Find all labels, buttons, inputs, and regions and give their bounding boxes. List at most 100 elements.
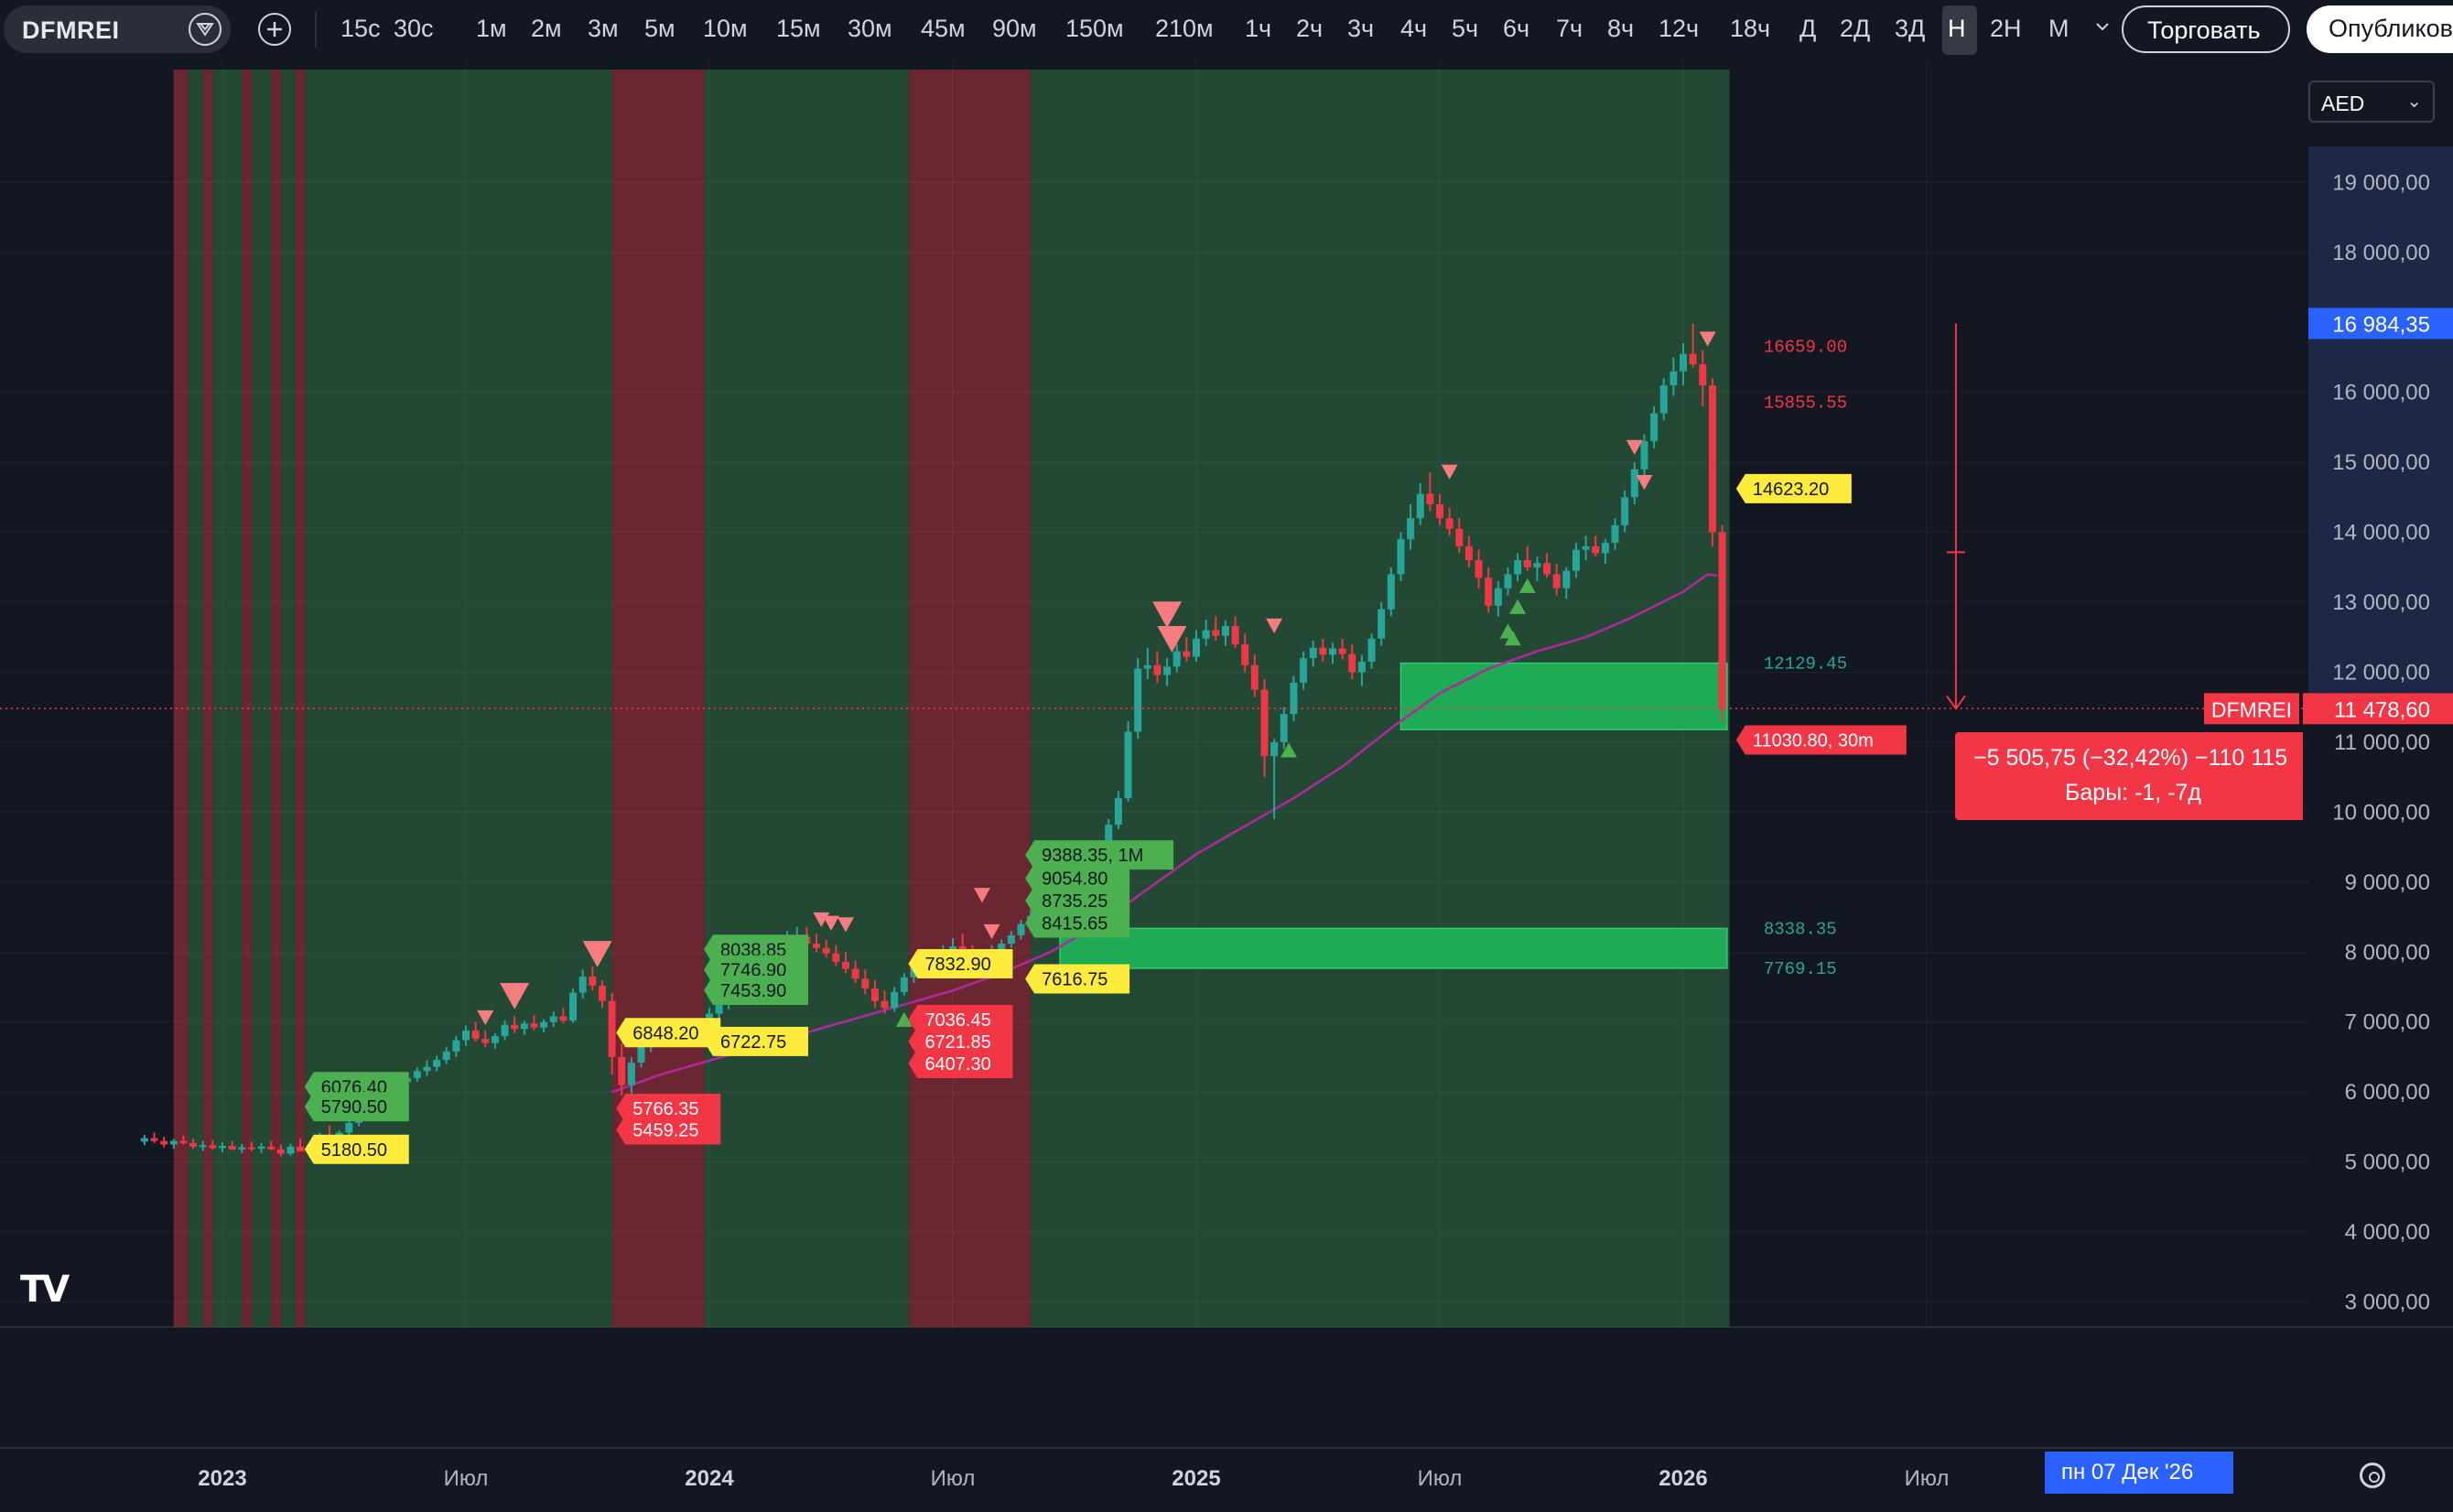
- candle-33: [452, 1035, 460, 1057]
- timeframe-18[interactable]: 5ч: [1452, 15, 1479, 42]
- candle-119: [1290, 675, 1298, 721]
- price-tag-label: 5790.50: [321, 1097, 387, 1118]
- timeframe-8[interactable]: 15м: [776, 15, 821, 42]
- session-band-6: [251, 70, 272, 1327]
- crosshair-date-tag: пн 07 Дек '26: [2045, 1452, 2233, 1494]
- candle-35: [471, 1021, 480, 1042]
- candle-body: [1212, 630, 1220, 636]
- timeframe-17[interactable]: 4ч: [1400, 15, 1428, 42]
- candle-body: [1572, 549, 1580, 571]
- publish-button[interactable]: Опубликовать: [2307, 5, 2453, 53]
- candle-body: [1250, 664, 1259, 690]
- candle-103: [1134, 658, 1142, 740]
- settings-gear-icon[interactable]: [2360, 1463, 2385, 1488]
- timeframe-12[interactable]: 150м: [1065, 15, 1124, 42]
- timeframe-14[interactable]: 1ч: [1245, 15, 1272, 42]
- timeframe-28[interactable]: 2Н: [1990, 15, 2022, 42]
- candle-body: [891, 991, 899, 1009]
- price-tag-shape: [304, 1134, 409, 1164]
- timeframe-9[interactable]: 30м: [848, 15, 892, 42]
- timeframe-29[interactable]: М: [2048, 15, 2069, 42]
- timeframe-3[interactable]: 1м: [476, 15, 507, 42]
- price-tag-shape: [304, 1092, 409, 1122]
- price-tick-9: 10 000,00: [2332, 800, 2430, 825]
- candle-106: [1163, 658, 1172, 686]
- timeframe-6[interactable]: 5м: [644, 15, 675, 42]
- timeframe-10[interactable]: 45м: [921, 15, 966, 42]
- timeframe-20[interactable]: 7ч: [1556, 15, 1583, 42]
- price-tag-12: 7453.90: [704, 975, 808, 1005]
- candle-49: [608, 992, 616, 1075]
- candle-body: [1153, 664, 1162, 675]
- timeframe-11[interactable]: 90м: [992, 15, 1037, 42]
- chevron-down-icon[interactable]: [2092, 16, 2113, 41]
- candle-body: [1543, 563, 1551, 575]
- timeframe-7[interactable]: 10м: [703, 15, 748, 42]
- timeframe-19[interactable]: 6ч: [1503, 15, 1530, 42]
- high-price-badge: [2308, 308, 2453, 340]
- trade-button[interactable]: Торговать: [2122, 5, 2290, 53]
- session-band-8: [280, 70, 296, 1327]
- candle-115: [1250, 654, 1259, 697]
- price-axis-highlight: [2308, 146, 2453, 705]
- timeframe-16[interactable]: 3ч: [1347, 15, 1375, 42]
- candle-114: [1241, 633, 1249, 673]
- candle-body: [578, 977, 587, 993]
- candle-111: [1212, 616, 1220, 642]
- price-tag-label: 7453.90: [720, 981, 786, 1001]
- candle-41: [530, 1015, 538, 1031]
- sell-signal-marker-9: [1152, 601, 1183, 629]
- timeframe-1[interactable]: 15с: [340, 15, 381, 42]
- candle-body: [1659, 385, 1668, 414]
- timeframe-2[interactable]: 30с: [394, 15, 434, 42]
- timeframe-5[interactable]: 3м: [588, 15, 619, 42]
- timeframe-15[interactable]: 2ч: [1296, 15, 1324, 42]
- candle-body: [530, 1023, 538, 1028]
- timeframe-26[interactable]: 3Д: [1895, 15, 1926, 42]
- candle-15: [276, 1144, 285, 1157]
- candle-76: [870, 979, 879, 1009]
- candle-body: [1680, 353, 1687, 372]
- candle-154: [1630, 462, 1638, 504]
- price-tag-label: 5180.50: [321, 1140, 387, 1161]
- buy-signal-marker-20: [895, 1011, 913, 1027]
- lower-pane: [0, 1329, 2453, 1448]
- candle-34: [462, 1025, 470, 1046]
- timeframe-27[interactable]: Н: [1948, 15, 1966, 42]
- currency-select[interactable]: AED ⌄: [2308, 81, 2435, 123]
- compare-add-symbol-icon[interactable]: [258, 13, 291, 46]
- candle-128: [1378, 602, 1386, 646]
- timeframe-22[interactable]: 12ч: [1659, 15, 1700, 42]
- candle-body: [413, 1071, 421, 1078]
- candle-160: [1689, 323, 1697, 368]
- candle-body: [1309, 647, 1317, 659]
- timeframe-4[interactable]: 2м: [531, 15, 562, 42]
- exchange-badge-icon[interactable]: [189, 13, 222, 46]
- candle-body: [1348, 653, 1356, 673]
- candle-body: [1397, 539, 1405, 575]
- candle-body: [1485, 578, 1493, 606]
- candle-152: [1611, 518, 1619, 550]
- candle-125: [1348, 643, 1356, 680]
- candle-143: [1523, 545, 1531, 571]
- timeframe-25[interactable]: 2Д: [1840, 15, 1871, 42]
- candle-44: [559, 1008, 567, 1024]
- price-tick-15: 4 000,00: [2345, 1220, 2430, 1245]
- timeframe-24[interactable]: Д: [1799, 15, 1817, 42]
- timeframe-13[interactable]: 210м: [1155, 15, 1214, 42]
- time-tick-1: 2023: [198, 1466, 246, 1491]
- timeframe-23[interactable]: 18ч: [1730, 15, 1771, 42]
- candle-body: [608, 1000, 616, 1057]
- candle-38: [501, 1021, 509, 1041]
- symbol-search-button[interactable]: DFMREI: [4, 5, 231, 53]
- timeframe-21[interactable]: 8ч: [1607, 15, 1635, 42]
- candle-body: [1514, 560, 1522, 575]
- candle-4: [169, 1139, 178, 1150]
- candle-36: [481, 1030, 490, 1048]
- candle-body: [627, 1063, 635, 1085]
- candle-144: [1533, 556, 1541, 582]
- candle-104: [1143, 647, 1151, 680]
- candle-29: [413, 1067, 421, 1082]
- candle-body: [276, 1149, 285, 1154]
